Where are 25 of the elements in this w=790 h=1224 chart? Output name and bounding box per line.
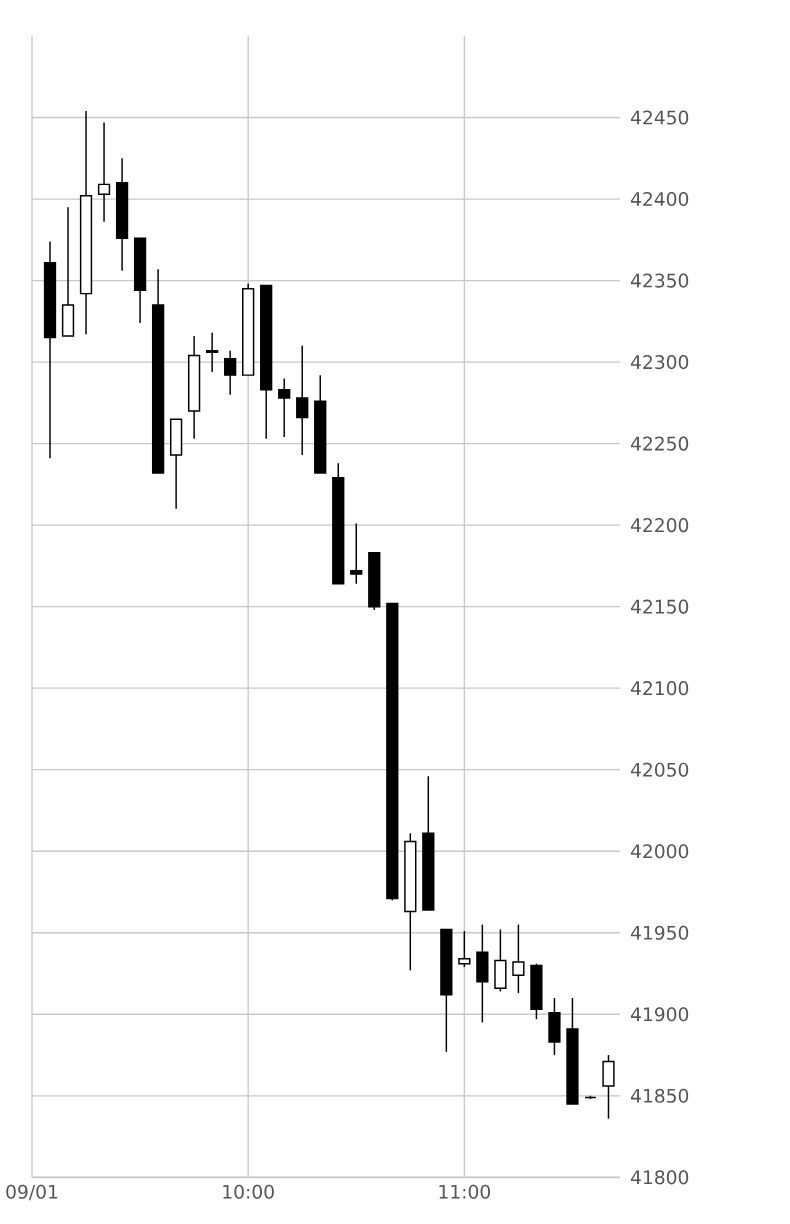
y-tick-label: 41850 (630, 1088, 689, 1103)
candlestick (224, 349, 237, 396)
y-tick-label: 42000 (630, 844, 689, 859)
candlestick (512, 923, 525, 994)
candlestick (296, 345, 309, 456)
y-tick-label: 42300 (630, 355, 689, 370)
y-tick-label: 41800 (630, 1170, 689, 1185)
y-tick-label: 42400 (630, 191, 689, 207)
candlestick (458, 930, 471, 968)
y-tick-label: 42200 (630, 518, 689, 533)
x-tick-label: 11:00 (439, 1184, 491, 1199)
x-tick-label: 09/01 (6, 1184, 58, 1201)
y-tick-label: 42450 (630, 110, 689, 125)
y-tick-label: 41900 (630, 1007, 689, 1022)
candlestick (206, 332, 219, 373)
y-tick-label: 42150 (630, 599, 689, 614)
candlestick (97, 121, 111, 223)
x-tick-label: 10:00 (223, 1184, 274, 1199)
candlestick (350, 522, 363, 585)
y-tick-label: 42050 (630, 762, 689, 777)
y-tick-label: 42100 (630, 681, 689, 696)
y-tick-label: 42350 (630, 273, 689, 288)
y-tick-label: 42250 (630, 436, 689, 451)
candlestick (278, 377, 291, 438)
y-tick-label: 41950 (630, 925, 689, 940)
